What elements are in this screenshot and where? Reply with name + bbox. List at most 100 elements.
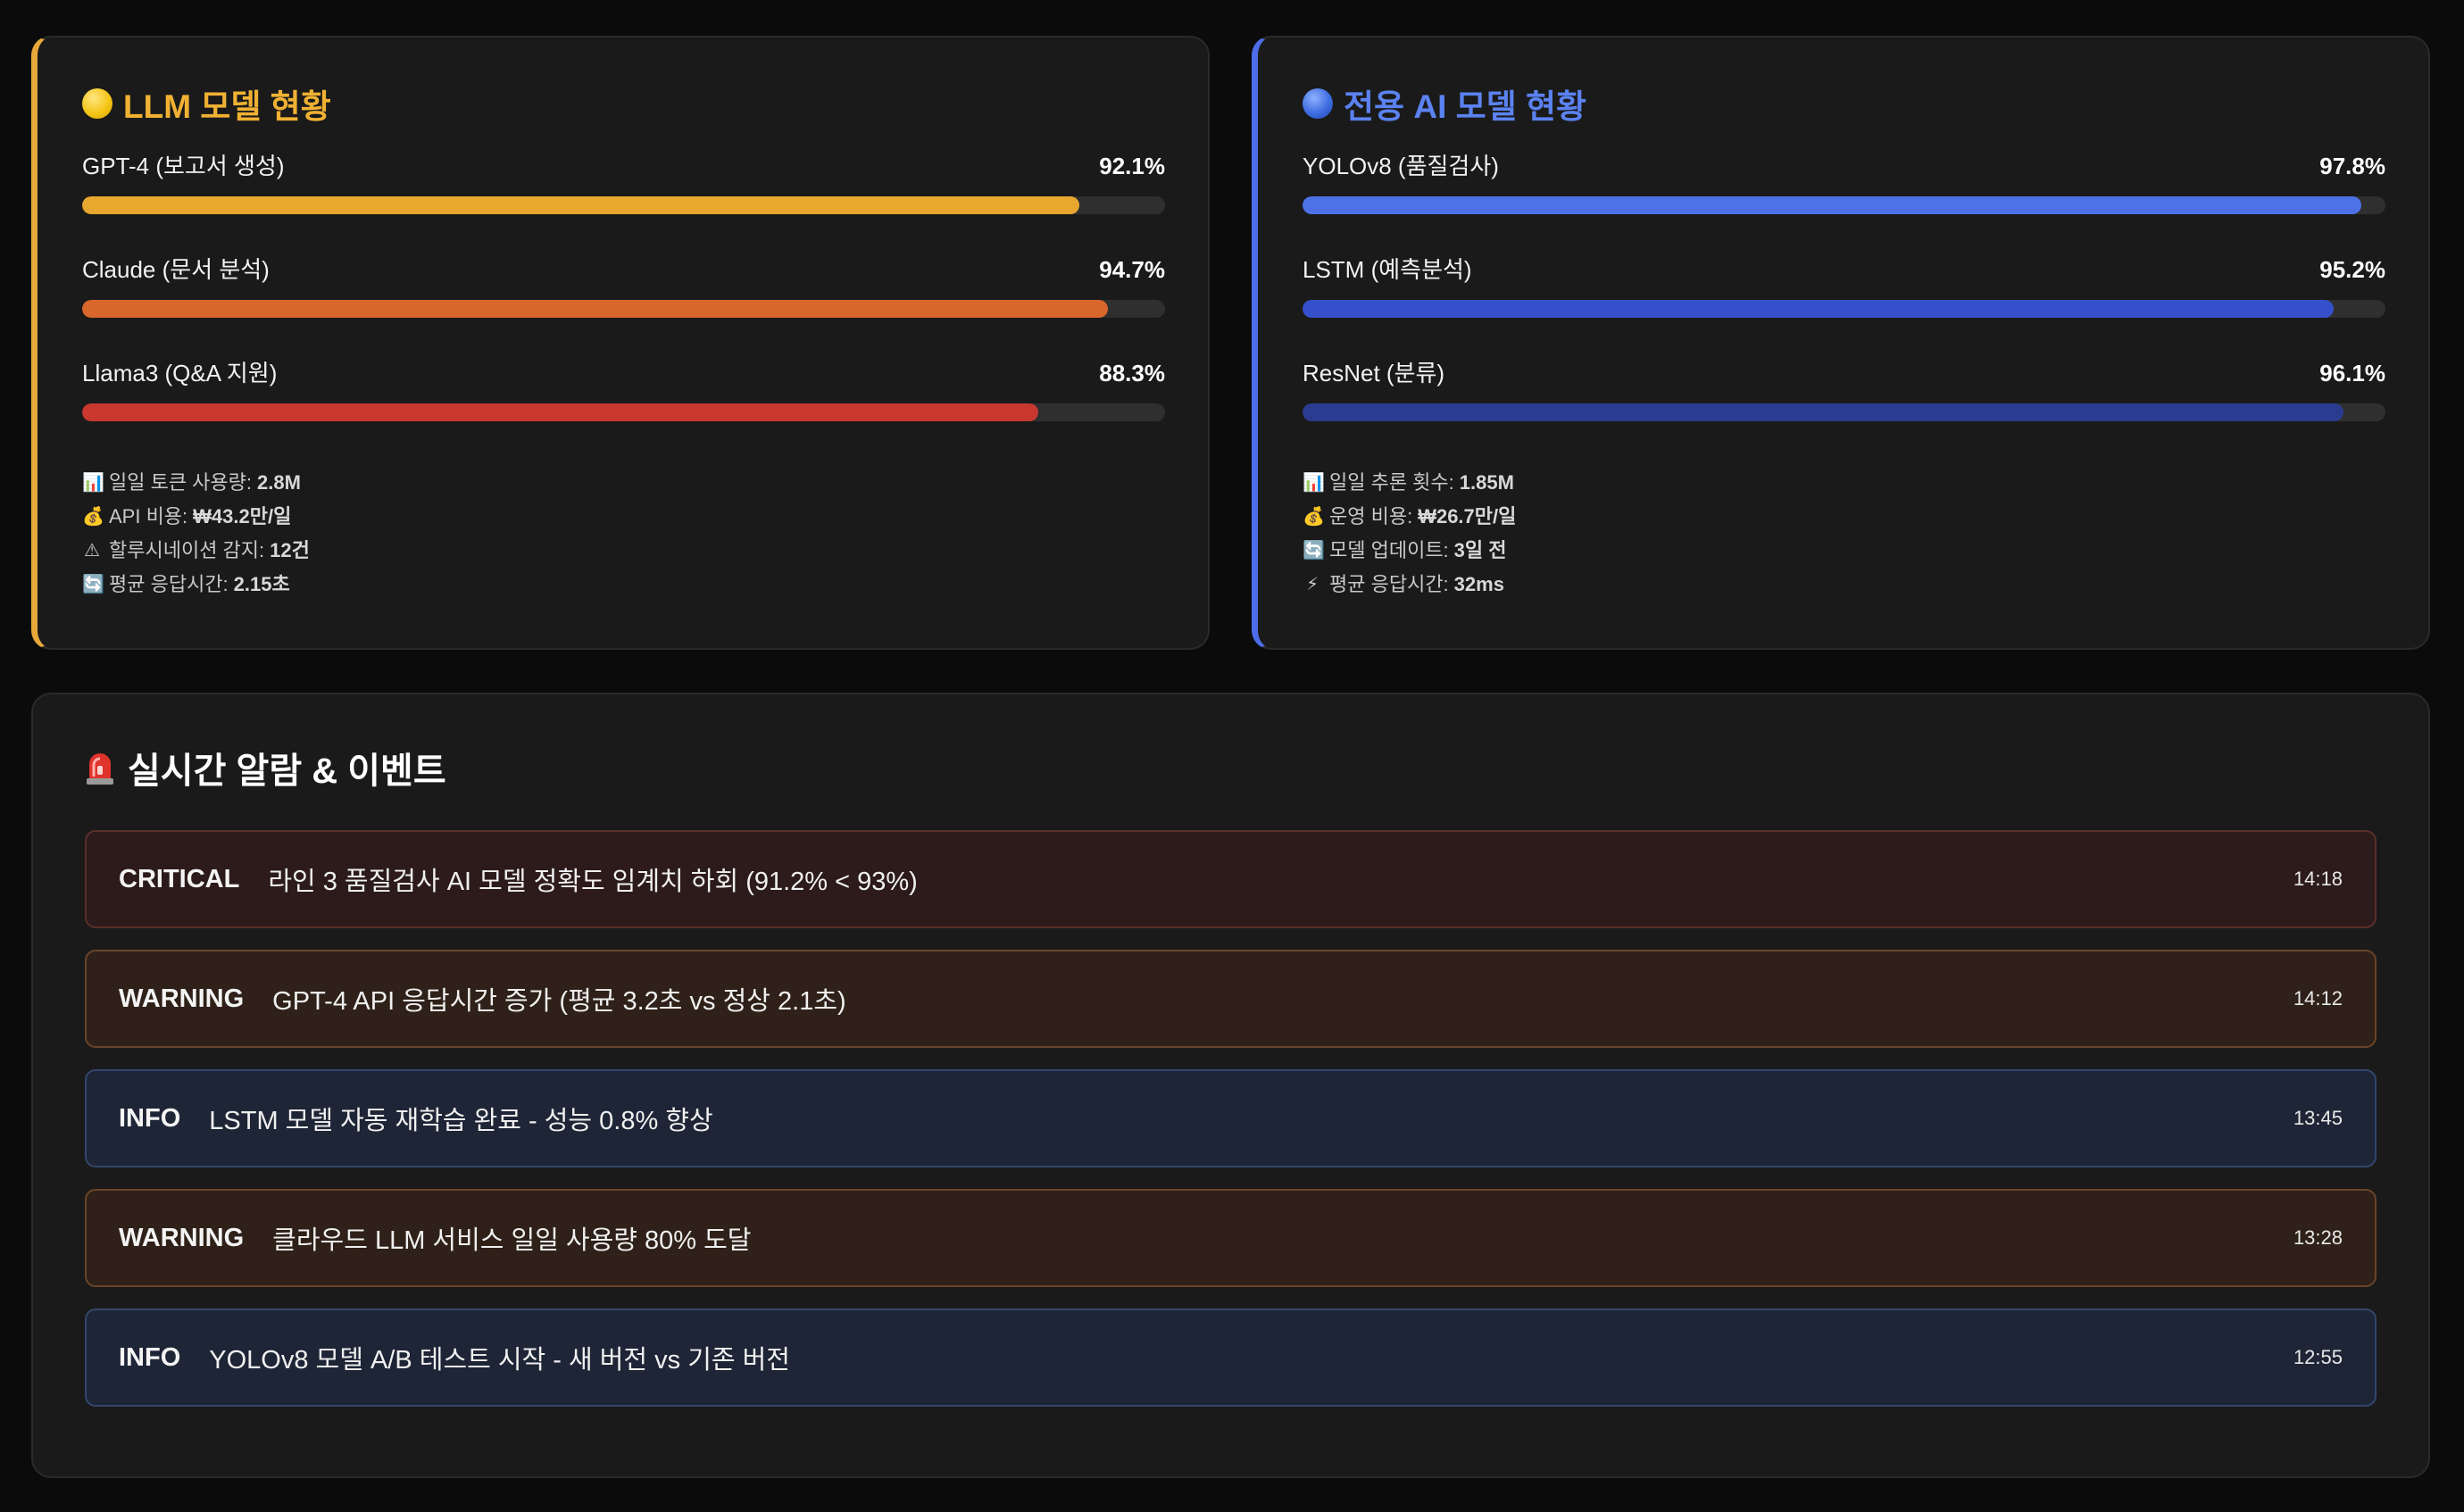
lightning-icon: ⚡ xyxy=(1305,575,1319,594)
stat-line: 💰 운영 비용: ₩26.7만/일 xyxy=(1303,500,2385,534)
stat-value: 32ms xyxy=(1453,573,1504,595)
model-row: YOLOv8 (품질검사) 97.8% xyxy=(1303,148,2385,252)
stat-label: API 비용: xyxy=(109,505,188,528)
model-accuracy: 94.7% xyxy=(1099,256,1165,283)
model-head: Claude (문서 분석) 94.7% xyxy=(82,252,1165,287)
llm-status-card: LLM 모델 현황 GPT-4 (보고서 생성) 92.1% Claude (문서 … xyxy=(31,36,1210,650)
stat-label: 할루시네이션 감지: xyxy=(109,539,265,561)
alert-message: GPT-4 API 응답시간 증가 (평균 3.2초 vs 정상 2.1초) xyxy=(272,987,846,1016)
model-accuracy: 97.8% xyxy=(2319,153,2385,179)
ai-card-title-text: 전용 AI 모델 현황 xyxy=(1344,88,1587,125)
chart-icon: 📊 xyxy=(82,473,104,493)
model-head: YOLOv8 (품질검사) 97.8% xyxy=(1303,148,2385,184)
accuracy-bar-track xyxy=(82,300,1165,318)
stat-line: 💰 API 비용: ₩43.2만/일 xyxy=(82,500,1165,534)
blue-circle-icon xyxy=(1303,88,1333,119)
stat-value: 12건 xyxy=(270,539,310,561)
model-name: Llama3 (Q&A 지원) xyxy=(82,360,278,386)
alert-time: 13:28 xyxy=(2293,1226,2343,1249)
alert-level: INFO xyxy=(119,1103,181,1133)
stat-value: 2.8M xyxy=(257,471,301,494)
refresh-icon: 🔄 xyxy=(82,575,104,594)
llm-model-list: GPT-4 (보고서 생성) 92.1% Claude (문서 분석) 94.7% Ll… xyxy=(82,148,1165,459)
model-head: ResNet (분류) 96.1% xyxy=(1303,355,2385,391)
ai-status-card: 전용 AI 모델 현황 YOLOv8 (품질검사) 97.8% LSTM (예측분석… xyxy=(1252,36,2430,650)
model-name: ResNet (분류) xyxy=(1303,360,1445,386)
stat-label: 평균 응답시간: xyxy=(109,573,229,595)
stat-label: 일일 토큰 사용량: xyxy=(109,471,253,494)
alert-item-info[interactable]: INFO LSTM 모델 자동 재학습 완료 - 성능 0.8% 향상 13:45 xyxy=(85,1069,2377,1167)
model-head: Llama3 (Q&A 지원) 88.3% xyxy=(82,355,1165,391)
llm-card-title-text: LLM 모델 현황 xyxy=(123,88,331,125)
accuracy-bar-fill xyxy=(82,300,1108,318)
llm-card-title: LLM 모델 현황 xyxy=(82,80,1165,127)
alert-level: WARNING xyxy=(119,1223,245,1252)
model-row: Claude (문서 분석) 94.7% xyxy=(82,252,1165,355)
stat-label: 평균 응답시간: xyxy=(1329,573,1449,595)
alerts-title: 실시간 알람 & 이벤트 xyxy=(85,741,2377,794)
alert-time: 13:45 xyxy=(2293,1107,2343,1129)
accuracy-bar-track xyxy=(1303,403,2385,421)
accuracy-bar-fill xyxy=(82,196,1080,214)
stat-value: ₩26.7만/일 xyxy=(1418,505,1517,528)
stat-line: ⚡ 평균 응답시간: 32ms xyxy=(1303,568,2385,602)
model-accuracy: 96.1% xyxy=(2319,360,2385,386)
alert-message: LSTM 모델 자동 재학습 완료 - 성능 0.8% 향상 xyxy=(209,1107,713,1135)
stat-line: 📊 일일 토큰 사용량: 2.8M xyxy=(82,466,1165,500)
accuracy-bar-fill xyxy=(1303,403,2343,421)
stat-line: 🔄 모델 업데이트: 3일 전 xyxy=(1303,534,2385,568)
alert-level: INFO xyxy=(119,1342,181,1372)
ai-stats: 📊 일일 추론 횟수: 1.85M 💰 운영 비용: ₩26.7만/일 🔄 모델 업데이트: 3… xyxy=(1303,466,2385,602)
model-row: ResNet (분류) 96.1% xyxy=(1303,355,2385,459)
alerts-title-text: 실시간 알람 & 이벤트 xyxy=(128,752,446,791)
siren-icon xyxy=(85,750,115,785)
model-name: LSTM (예측분석) xyxy=(1303,256,1472,283)
alert-item-warning[interactable]: WARNING 클라우드 LLM 서비스 일일 사용량 80% 도달 13:28 xyxy=(85,1189,2377,1287)
ai-model-list: YOLOv8 (품질검사) 97.8% LSTM (예측분석) 95.2% ResNet… xyxy=(1303,148,2385,459)
yellow-circle-icon xyxy=(82,88,112,119)
warning-icon: ⚠ xyxy=(84,541,100,561)
money-bag-icon: 💰 xyxy=(1303,507,1325,527)
model-accuracy: 95.2% xyxy=(2319,256,2385,283)
alert-item-warning[interactable]: WARNING GPT-4 API 응답시간 증가 (평균 3.2초 vs 정상 … xyxy=(85,950,2377,1048)
accuracy-bar-track xyxy=(1303,196,2385,214)
stat-label: 일일 추론 횟수: xyxy=(1329,471,1454,494)
accuracy-bar-track xyxy=(1303,300,2385,318)
accuracy-bar-fill xyxy=(1303,196,2362,214)
stat-line: 📊 일일 추론 횟수: 1.85M xyxy=(1303,466,2385,500)
alert-item-info[interactable]: INFO YOLOv8 모델 A/B 테스트 시작 - 새 버전 vs 기존 버전… xyxy=(85,1308,2377,1407)
stat-value: 1.85M xyxy=(1459,471,1514,494)
alert-level: WARNING xyxy=(119,984,245,1013)
alert-list: CRITICAL 라인 3 품질검사 AI 모델 정확도 임계치 하회 (91.2… xyxy=(85,830,2377,1407)
stat-value: 3일 전 xyxy=(1453,539,1507,561)
alerts-panel: 실시간 알람 & 이벤트 CRITICAL 라인 3 품질검사 AI 모델 정확도… xyxy=(31,693,2430,1478)
stat-label: 운영 비용: xyxy=(1329,505,1413,528)
model-accuracy: 92.1% xyxy=(1099,153,1165,179)
alert-message: 라인 3 품질검사 AI 모델 정확도 임계치 하회 (91.2% < 93%) xyxy=(268,868,918,896)
accuracy-bar-fill xyxy=(82,403,1039,421)
model-head: GPT-4 (보고서 생성) 92.1% xyxy=(82,148,1165,184)
model-head: LSTM (예측분석) 95.2% xyxy=(1303,252,2385,287)
alert-item-critical[interactable]: CRITICAL 라인 3 품질검사 AI 모델 정확도 임계치 하회 (91.2… xyxy=(85,830,2377,928)
alert-time: 14:18 xyxy=(2293,868,2343,890)
llm-stats: 📊 일일 토큰 사용량: 2.8M 💰 API 비용: ₩43.2만/일 ⚠ 할루시네이션 감… xyxy=(82,466,1165,602)
accuracy-bar-track xyxy=(82,403,1165,421)
ai-card-title: 전용 AI 모델 현황 xyxy=(1303,80,2385,127)
accuracy-bar-track xyxy=(82,196,1165,214)
alert-time: 12:55 xyxy=(2293,1346,2343,1368)
stat-value: ₩43.2만/일 xyxy=(193,505,292,528)
stat-label: 모델 업데이트: xyxy=(1329,539,1449,561)
model-name: GPT-4 (보고서 생성) xyxy=(82,153,285,179)
stat-line: 🔄 평균 응답시간: 2.15초 xyxy=(82,568,1165,602)
alert-level: CRITICAL xyxy=(119,864,240,893)
alert-time: 14:12 xyxy=(2293,987,2343,1009)
model-name: YOLOv8 (품질검사) xyxy=(1303,153,1499,179)
model-row: Llama3 (Q&A 지원) 88.3% xyxy=(82,355,1165,459)
stat-line: ⚠ 할루시네이션 감지: 12건 xyxy=(82,534,1165,568)
stat-value: 2.15초 xyxy=(233,573,290,595)
refresh-icon: 🔄 xyxy=(1303,541,1325,561)
model-name: Claude (문서 분석) xyxy=(82,256,270,283)
chart-icon: 📊 xyxy=(1303,473,1325,493)
alert-message: 클라우드 LLM 서비스 일일 사용량 80% 도달 xyxy=(272,1226,752,1255)
